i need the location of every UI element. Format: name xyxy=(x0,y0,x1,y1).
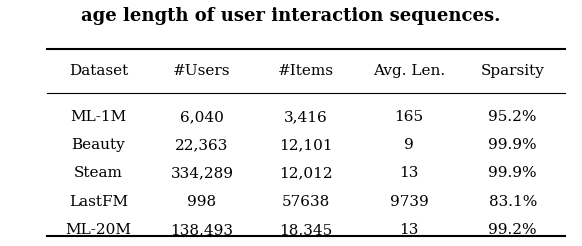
Text: 99.9%: 99.9% xyxy=(488,167,537,180)
Text: Beauty: Beauty xyxy=(72,138,125,152)
Text: age length of user interaction sequences.: age length of user interaction sequences… xyxy=(81,7,501,25)
Text: 9739: 9739 xyxy=(390,195,428,209)
Text: 22,363: 22,363 xyxy=(175,138,229,152)
Text: 57638: 57638 xyxy=(282,195,329,209)
Text: #Items: #Items xyxy=(278,64,333,78)
Text: Dataset: Dataset xyxy=(69,64,128,78)
Text: 12,012: 12,012 xyxy=(279,167,332,180)
Text: 6,040: 6,040 xyxy=(180,110,224,124)
Text: 95.2%: 95.2% xyxy=(488,110,537,124)
Text: 99.2%: 99.2% xyxy=(488,223,537,237)
Text: 9: 9 xyxy=(404,138,414,152)
Text: ML-1M: ML-1M xyxy=(70,110,126,124)
Text: LastFM: LastFM xyxy=(69,195,128,209)
Text: 165: 165 xyxy=(395,110,424,124)
Text: Avg. Len.: Avg. Len. xyxy=(373,64,445,78)
Text: Sparsity: Sparsity xyxy=(481,64,545,78)
Text: 13: 13 xyxy=(399,223,419,237)
Text: 12,101: 12,101 xyxy=(279,138,332,152)
Text: #Users: #Users xyxy=(173,64,230,78)
Text: 138,493: 138,493 xyxy=(171,223,233,237)
Text: ML-20M: ML-20M xyxy=(65,223,132,237)
Text: 998: 998 xyxy=(187,195,217,209)
Text: 13: 13 xyxy=(399,167,419,180)
Text: 3,416: 3,416 xyxy=(283,110,328,124)
Text: 334,289: 334,289 xyxy=(171,167,233,180)
Text: 18,345: 18,345 xyxy=(279,223,332,237)
Text: Steam: Steam xyxy=(74,167,123,180)
Text: 99.9%: 99.9% xyxy=(488,138,537,152)
Text: 83.1%: 83.1% xyxy=(488,195,537,209)
